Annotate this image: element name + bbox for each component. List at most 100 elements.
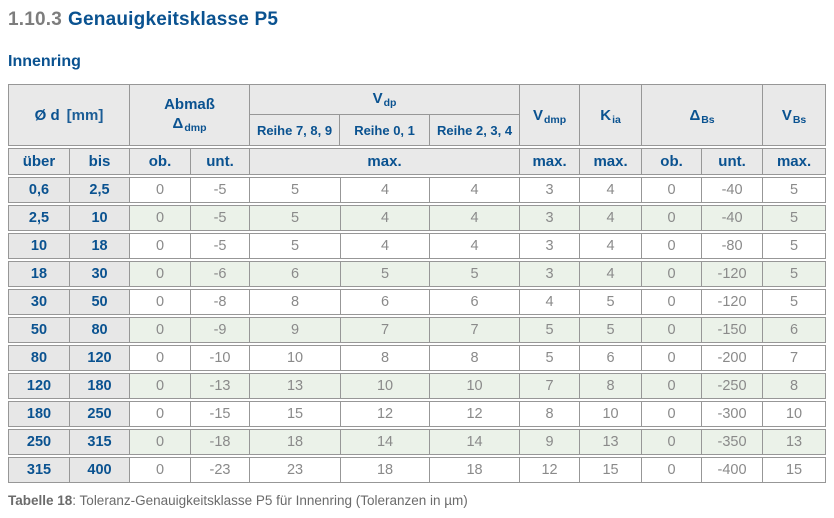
- cell-vbs-max: 10: [763, 401, 827, 427]
- cell-abmass-unt: -13: [191, 373, 251, 399]
- cell-vdp-reihe01: 4: [341, 233, 431, 259]
- cell-vdp-reihe234: 12: [430, 401, 521, 427]
- cell-vdp-reihe234: 7: [430, 317, 521, 343]
- table-head: Ø d [mm] Abmaß Δdmp Vdp Reihe 7, 8, 9 Rei…: [8, 84, 827, 175]
- cell-bis: 250: [70, 401, 131, 427]
- table-row: 120 180 0 -13 13 10 10 7 8 0 -250 8: [8, 373, 827, 399]
- col-group-vdp: Vdp Reihe 7, 8, 9 Reihe 0, 1 Reihe 2, 3,…: [250, 84, 521, 146]
- cell-dbs-ob: 0: [642, 317, 703, 343]
- subhdr-vbs-max: max.: [763, 148, 827, 175]
- cell-vdp-reihe789: 13: [250, 373, 342, 399]
- cell-ueber: 250: [8, 429, 70, 455]
- table-body: 0,6 2,5 0 -5 5 4 4 3 4 0 -40 5 2,5 10 0 …: [8, 177, 827, 483]
- table-row: 50 80 0 -9 9 7 7 5 5 0 -150 6: [8, 317, 827, 343]
- cell-ueber: 18: [8, 261, 70, 287]
- cell-abmass-ob: 0: [130, 233, 192, 259]
- cell-dbs-ob: 0: [642, 233, 703, 259]
- subhdr-abmass-unt: unt.: [191, 148, 251, 175]
- cell-vdp-reihe01: 10: [341, 373, 431, 399]
- cell-kia-max: 15: [580, 457, 643, 483]
- cell-vdp-reihe789: 5: [250, 177, 342, 203]
- cell-abmass-ob: 0: [130, 373, 192, 399]
- cell-dbs-unt: -150: [702, 317, 764, 343]
- cell-bis: 2,5: [70, 177, 131, 203]
- cell-abmass-ob: 0: [130, 457, 192, 483]
- cell-vbs-max: 5: [763, 289, 827, 315]
- cell-abmass-ob: 0: [130, 177, 192, 203]
- table-row: 18 30 0 -6 6 5 5 3 4 0 -120 5: [8, 261, 827, 287]
- table-row: 315 400 0 -23 23 18 18 12 15 0 -400 15: [8, 457, 827, 483]
- cell-bis: 50: [70, 289, 131, 315]
- diameter-label: Ø d: [34, 106, 60, 124]
- cell-dbs-ob: 0: [642, 261, 703, 287]
- table-row: 180 250 0 -15 15 12 12 8 10 0 -300 10: [8, 401, 827, 427]
- cell-ueber: 315: [8, 457, 70, 483]
- cell-dbs-ob: 0: [642, 457, 703, 483]
- caption-text: : Toleranz-Genauigkeitsklasse P5 für Inn…: [72, 493, 468, 508]
- cell-vbs-max: 7: [763, 345, 827, 371]
- cell-abmass-unt: -18: [191, 429, 251, 455]
- cell-abmass-ob: 0: [130, 289, 192, 315]
- cell-ueber: 120: [8, 373, 70, 399]
- cell-dbs-ob: 0: [642, 205, 703, 231]
- cell-bis: 10: [70, 205, 131, 231]
- cell-abmass-unt: -8: [191, 289, 251, 315]
- cell-ueber: 2,5: [8, 205, 70, 231]
- cell-kia-max: 4: [580, 205, 643, 231]
- cell-dbs-ob: 0: [642, 401, 703, 427]
- tolerance-table: Ø d [mm] Abmaß Δdmp Vdp Reihe 7, 8, 9 Rei…: [8, 82, 827, 485]
- cell-vdp-reihe789: 23: [250, 457, 342, 483]
- cell-vdp-reihe789: 9: [250, 317, 342, 343]
- cell-dbs-unt: -120: [702, 261, 764, 287]
- table-row: 30 50 0 -8 8 6 6 4 5 0 -120 5: [8, 289, 827, 315]
- cell-dbs-unt: -120: [702, 289, 764, 315]
- cell-vdp-reihe234: 4: [430, 205, 521, 231]
- cell-dbs-unt: -40: [702, 205, 764, 231]
- cell-dbs-ob: 0: [642, 373, 703, 399]
- cell-vdmp-max: 7: [520, 373, 581, 399]
- cell-vdp-reihe789: 15: [250, 401, 342, 427]
- cell-abmass-unt: -5: [191, 177, 251, 203]
- subhdr-ueber: über: [8, 148, 70, 175]
- cell-abmass-ob: 0: [130, 429, 192, 455]
- header-group-row: Ø d [mm] Abmaß Δdmp Vdp Reihe 7, 8, 9 Rei…: [8, 84, 827, 146]
- page-title: 1.10.3 Genauigkeitsklasse P5: [8, 8, 826, 32]
- cell-vdp-reihe234: 5: [430, 261, 521, 287]
- cell-kia-max: 6: [580, 345, 643, 371]
- cell-vbs-max: 13: [763, 429, 827, 455]
- cell-abmass-unt: -15: [191, 401, 251, 427]
- cell-vdp-reihe01: 7: [341, 317, 431, 343]
- cell-kia-max: 8: [580, 373, 643, 399]
- cell-ueber: 180: [8, 401, 70, 427]
- caption-label: Tabelle 18: [8, 493, 73, 508]
- cell-vbs-max: 5: [763, 261, 827, 287]
- cell-dbs-unt: -300: [702, 401, 764, 427]
- subtitle: Innenring: [8, 53, 81, 70]
- cell-vdp-reihe01: 6: [341, 289, 431, 315]
- cell-vdmp-max: 3: [520, 205, 581, 231]
- cell-kia-max: 10: [580, 401, 643, 427]
- cell-abmass-unt: -9: [191, 317, 251, 343]
- subhdr-abmass-ob: ob.: [130, 148, 192, 175]
- vdp-label: Vdp: [250, 85, 520, 115]
- cell-abmass-ob: 0: [130, 401, 192, 427]
- cell-bis: 120: [70, 345, 131, 371]
- cell-vbs-max: 6: [763, 317, 827, 343]
- cell-ueber: 0,6: [8, 177, 70, 203]
- cell-vdmp-max: 4: [520, 289, 581, 315]
- cell-abmass-unt: -6: [191, 261, 251, 287]
- cell-vdmp-max: 3: [520, 233, 581, 259]
- cell-ueber: 80: [8, 345, 70, 371]
- cell-vdp-reihe234: 10: [430, 373, 521, 399]
- table-row: 10 18 0 -5 5 4 4 3 4 0 -80 5: [8, 233, 827, 259]
- cell-abmass-ob: 0: [130, 317, 192, 343]
- cell-ueber: 30: [8, 289, 70, 315]
- cell-vdmp-max: 12: [520, 457, 581, 483]
- cell-vdp-reihe01: 14: [341, 429, 431, 455]
- cell-vdp-reihe789: 8: [250, 289, 342, 315]
- cell-abmass-ob: 0: [130, 345, 192, 371]
- cell-vdp-reihe01: 5: [341, 261, 431, 287]
- section-number: 1.10.3: [8, 9, 63, 30]
- cell-vdp-reihe234: 4: [430, 177, 521, 203]
